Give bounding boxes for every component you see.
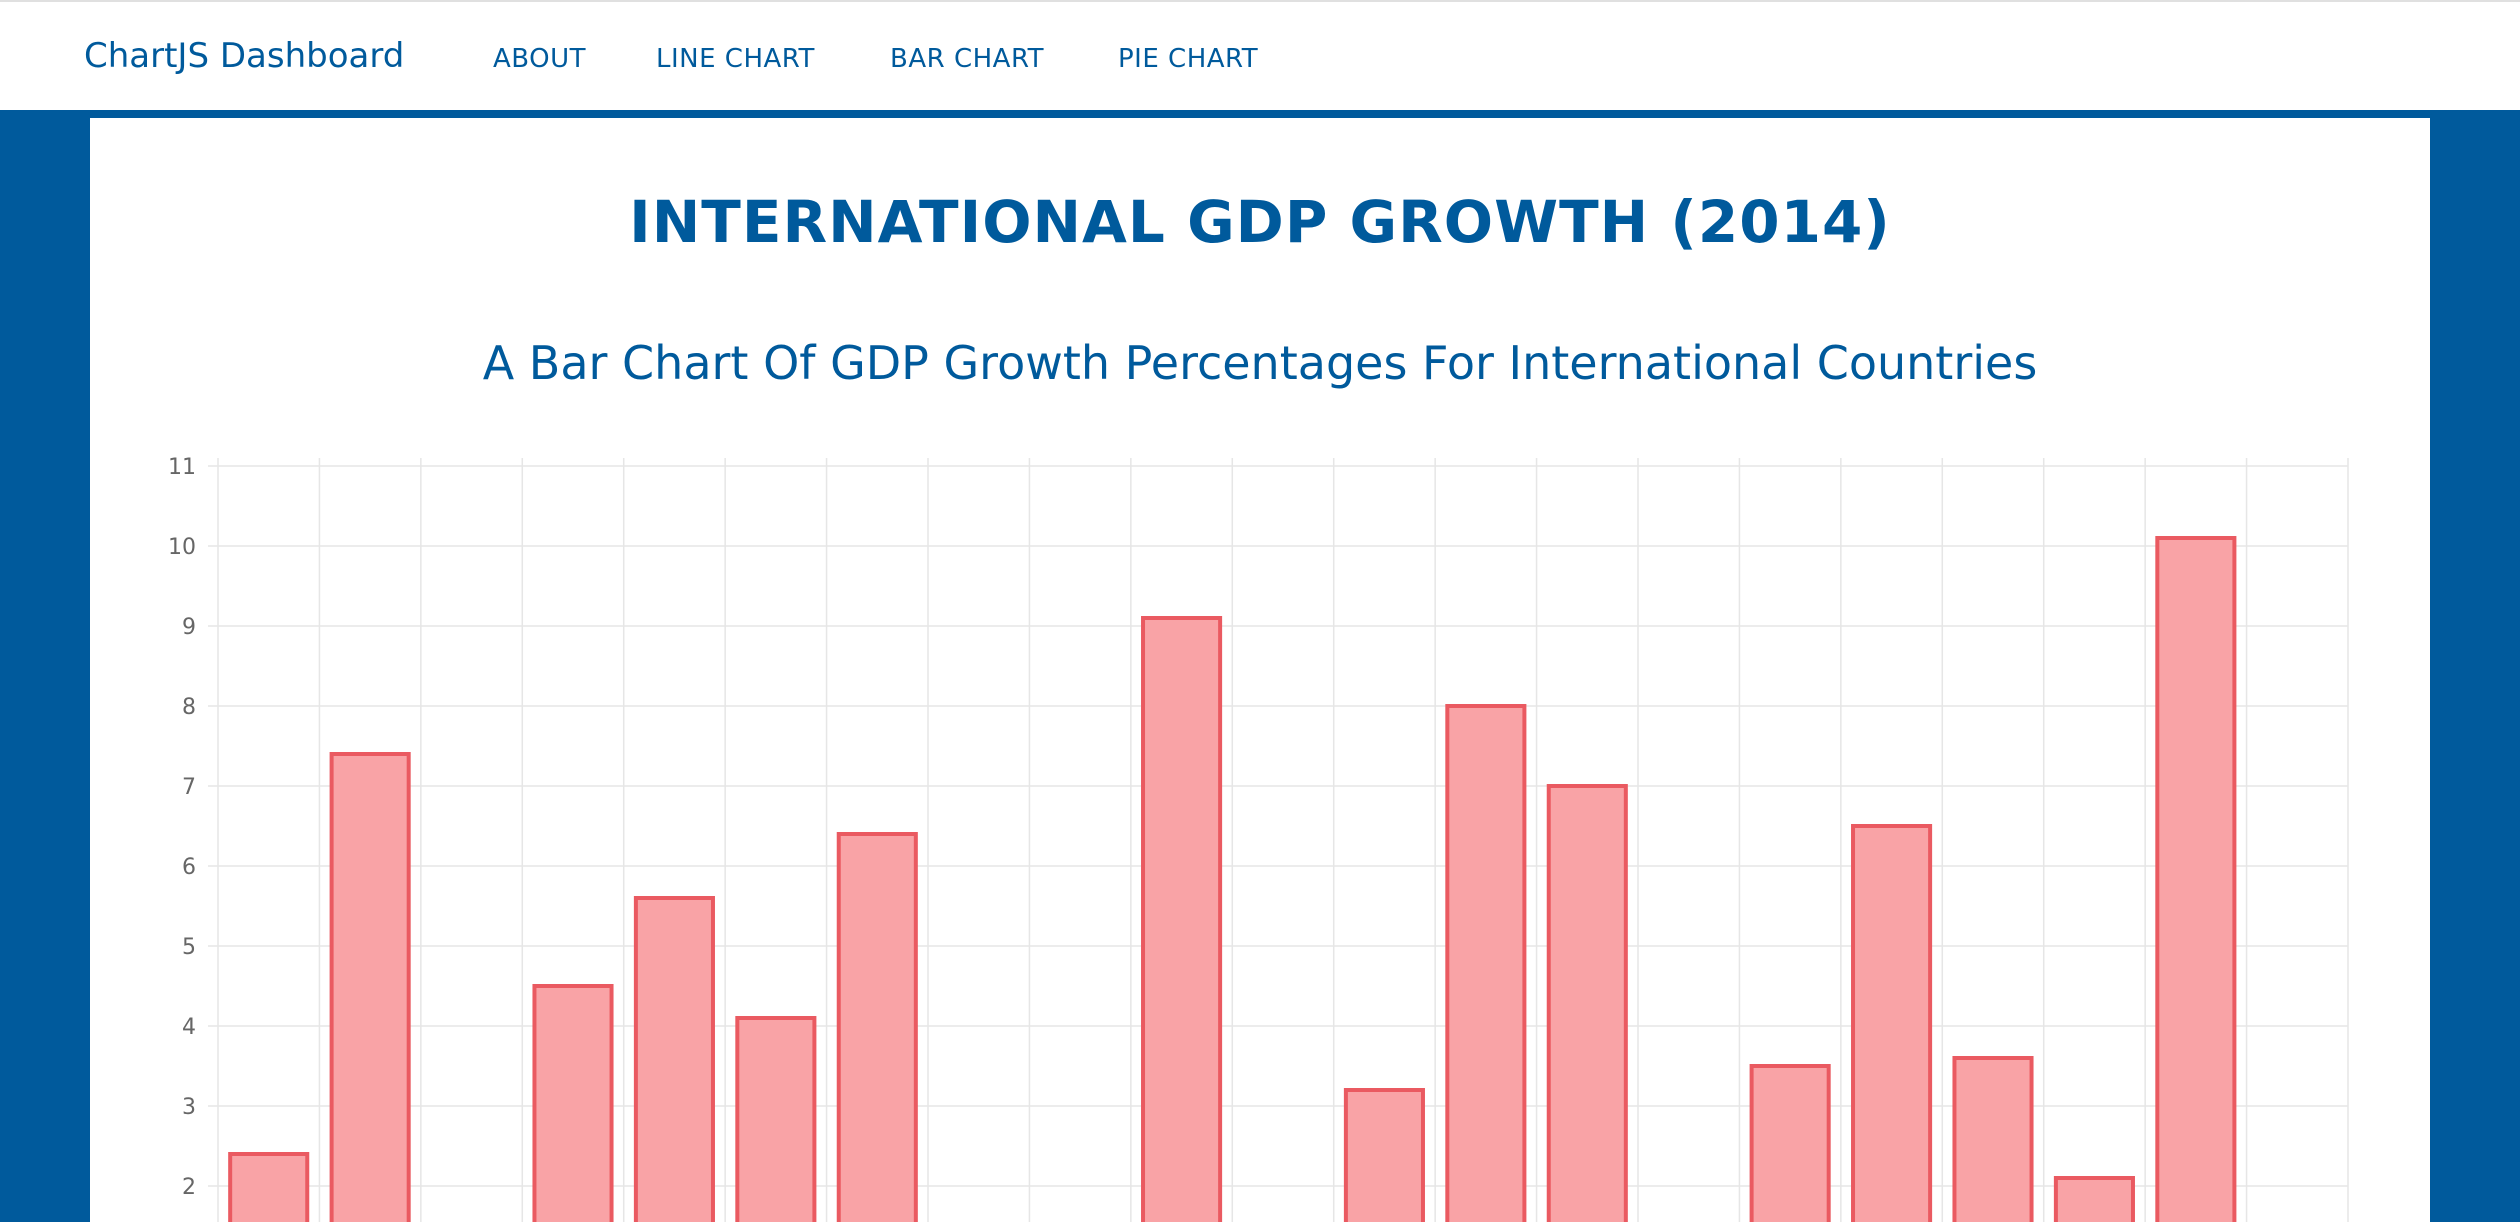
navbar: ChartJS Dashboard ABOUT LINE CHART BAR C…: [0, 0, 2520, 114]
y-tick-label: 4: [182, 1015, 196, 1040]
bar[interactable]: [1343, 1088, 1425, 1222]
bar[interactable]: [2155, 536, 2237, 1222]
bar[interactable]: [1749, 1064, 1831, 1222]
bar[interactable]: [836, 832, 918, 1222]
bar[interactable]: [633, 896, 715, 1222]
bar-chart: 2 3 4 5 6 7 8 9 10 11: [168, 455, 2349, 1222]
nav-pie-chart[interactable]: PIE CHART: [1118, 44, 1259, 74]
nav-about[interactable]: ABOUT: [493, 44, 587, 74]
y-tick-label: 10: [168, 535, 196, 560]
bar[interactable]: [2053, 1176, 2135, 1222]
bar[interactable]: [228, 1152, 310, 1222]
bar[interactable]: [329, 752, 411, 1222]
bar[interactable]: [1952, 1056, 2034, 1222]
y-tick-label: 6: [182, 855, 196, 880]
page-title: INTERNATIONAL GDP GROWTH (2014): [629, 188, 1891, 256]
bar[interactable]: [1546, 784, 1628, 1222]
y-tick-label: 8: [182, 695, 196, 720]
nav-bar-chart[interactable]: BAR CHART: [890, 44, 1044, 74]
bar[interactable]: [1851, 824, 1933, 1222]
y-tick-label: 5: [182, 935, 196, 960]
bar[interactable]: [735, 1016, 817, 1222]
nav-line-chart[interactable]: LINE CHART: [656, 44, 815, 74]
bar[interactable]: [1445, 704, 1527, 1222]
bar[interactable]: [1141, 616, 1223, 1222]
y-tick-label: 7: [182, 775, 196, 800]
brand-link[interactable]: ChartJS Dashboard: [84, 36, 405, 76]
bar[interactable]: [532, 984, 614, 1222]
y-tick-label: 3: [182, 1095, 196, 1120]
y-tick-label: 11: [168, 455, 196, 480]
y-tick-label: 9: [182, 615, 196, 640]
content-card: INTERNATIONAL GDP GROWTH (2014) A Bar Ch…: [90, 118, 2430, 1222]
page-subtitle: A Bar Chart Of GDP Growth Percentages Fo…: [482, 336, 2038, 390]
y-tick-label: 2: [182, 1175, 196, 1200]
